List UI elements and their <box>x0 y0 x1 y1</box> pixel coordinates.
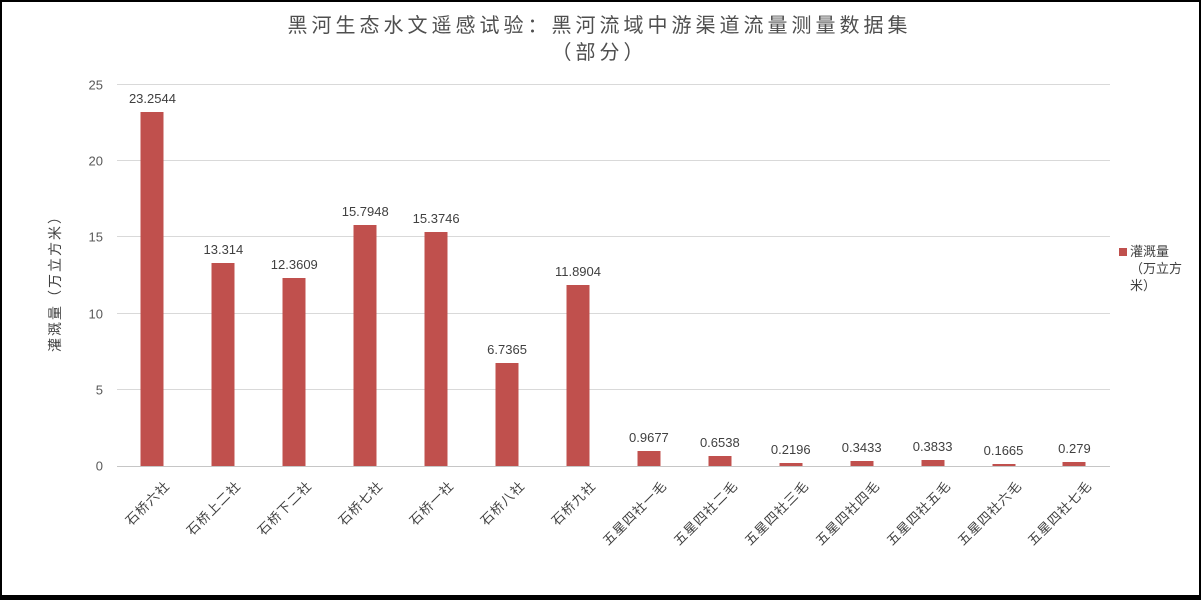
bar <box>708 456 732 466</box>
y-tick-label: 10 <box>88 306 103 322</box>
category-slot: 0.2196 五星四社三毛 <box>741 85 826 548</box>
bar <box>992 463 1016 466</box>
gridline <box>117 312 1110 314</box>
x-category-label: 五星四社二毛 <box>670 478 741 549</box>
bar-value-label: 11.8904 <box>554 263 601 279</box>
category-slot: 6.7365 石桥八社 <box>472 85 543 528</box>
category-slot: 0.1665 五星四社六毛 <box>954 85 1039 549</box>
bar <box>495 363 519 466</box>
gridline <box>117 84 1110 85</box>
bar <box>211 263 235 466</box>
bar <box>921 460 945 466</box>
category-slot: 15.3746 石桥一社 <box>401 85 472 529</box>
y-tick-label: 20 <box>88 153 103 169</box>
chart-title-line1: 黑河生态水文遥感试验：黑河流域中游渠道流量测量数据集 <box>287 15 912 37</box>
x-category-label: 石桥六社 <box>122 478 174 529</box>
x-category-label: 石桥八社 <box>477 478 528 529</box>
x-category-label: 石桥上二社 <box>184 478 245 539</box>
gridline <box>117 160 1110 162</box>
x-category-label: 石桥九社 <box>548 478 599 529</box>
category-slot: 0.3833 五星四社五毛 <box>883 85 968 548</box>
plot-area: 23.2544 石桥六社 13.314 石桥上二社 12.3609 石桥下二社 15.794… <box>117 84 1110 549</box>
category-slot: 13.314 石桥上二社 <box>184 85 259 538</box>
bar-value-label: 12.3609 <box>270 256 318 272</box>
bar <box>850 460 874 466</box>
x-axis-line <box>117 466 1110 467</box>
bar <box>282 277 306 466</box>
y-tick-label: 25 <box>88 77 103 93</box>
gridline <box>117 236 1110 238</box>
bar <box>566 284 590 466</box>
x-category-label: 五星四社三毛 <box>741 478 812 549</box>
bar-value-label: 6.7365 <box>487 342 527 358</box>
bar-value-label: 0.3833 <box>912 439 953 455</box>
bar <box>779 462 803 466</box>
chart-title: 黑河生态水文遥感试验：黑河流域中游渠道流量测量数据集 （部分） <box>2 13 1197 67</box>
category-slot: 0.6538 五星四社二毛 <box>671 85 755 548</box>
bar-value-label: 0.2196 <box>770 441 811 457</box>
chart-title-line2: （部分） <box>551 42 648 64</box>
bar-value-label: 0.1665 <box>983 442 1024 458</box>
category-slot: 0.9677 五星四社一毛 <box>600 85 684 548</box>
gridline <box>117 388 1110 390</box>
bar <box>637 451 661 466</box>
x-category-label: 石桥七社 <box>335 478 386 529</box>
y-tick-label: 5 <box>95 382 103 398</box>
category-slot: 15.7948 石桥七社 <box>330 85 401 528</box>
category-slot: 23.2544 石桥六社 <box>117 85 188 529</box>
x-category-label: 石桥下二社 <box>254 478 316 539</box>
bar-value-label: 23.2544 <box>128 90 176 106</box>
legend-label-line: 灌溉量 <box>1130 244 1170 259</box>
bar-value-label: 15.7948 <box>341 204 389 220</box>
bar-value-label: 0.3433 <box>841 439 882 455</box>
category-slot: 12.3609 石桥下二社 <box>255 85 330 539</box>
x-category-label: 五星四社五毛 <box>883 478 954 549</box>
x-category-label: 五星四社一毛 <box>599 478 670 549</box>
legend-label-line: （万立方 <box>1130 261 1183 276</box>
legend-label-line: 米） <box>1130 278 1157 293</box>
category-slot: 0.3433 五星四社四毛 <box>812 85 897 548</box>
x-category-label: 石桥一社 <box>406 478 457 529</box>
bar <box>353 225 377 466</box>
bar-value-label: 0.9677 <box>629 430 669 446</box>
y-tick-label: 15 <box>88 229 103 245</box>
category-slot: 0.279 五星四社七毛 <box>1025 85 1110 548</box>
bar <box>424 231 448 466</box>
x-category-label: 五星四社七毛 <box>1025 478 1096 549</box>
legend: 灌溉量 （万立方 米） <box>1119 243 1199 294</box>
bar-value-label: 0.279 <box>1058 440 1091 456</box>
bars: 23.2544 石桥六社 13.314 石桥上二社 12.3609 石桥下二社 15.794… <box>117 85 1110 549</box>
category-slot: 11.8904 石桥九社 <box>543 85 614 529</box>
bar-value-label: 0.6538 <box>699 435 740 450</box>
bar <box>140 111 164 466</box>
y-tick-label: 0 <box>95 458 103 474</box>
bar <box>1062 461 1086 466</box>
bar-value-label: 13.314 <box>203 242 244 258</box>
x-category-label: 五星四社六毛 <box>954 478 1025 549</box>
legend-marker-icon <box>1119 248 1127 256</box>
x-category-label: 五星四社四毛 <box>812 478 883 549</box>
bar-value-label: 15.3746 <box>412 210 460 226</box>
